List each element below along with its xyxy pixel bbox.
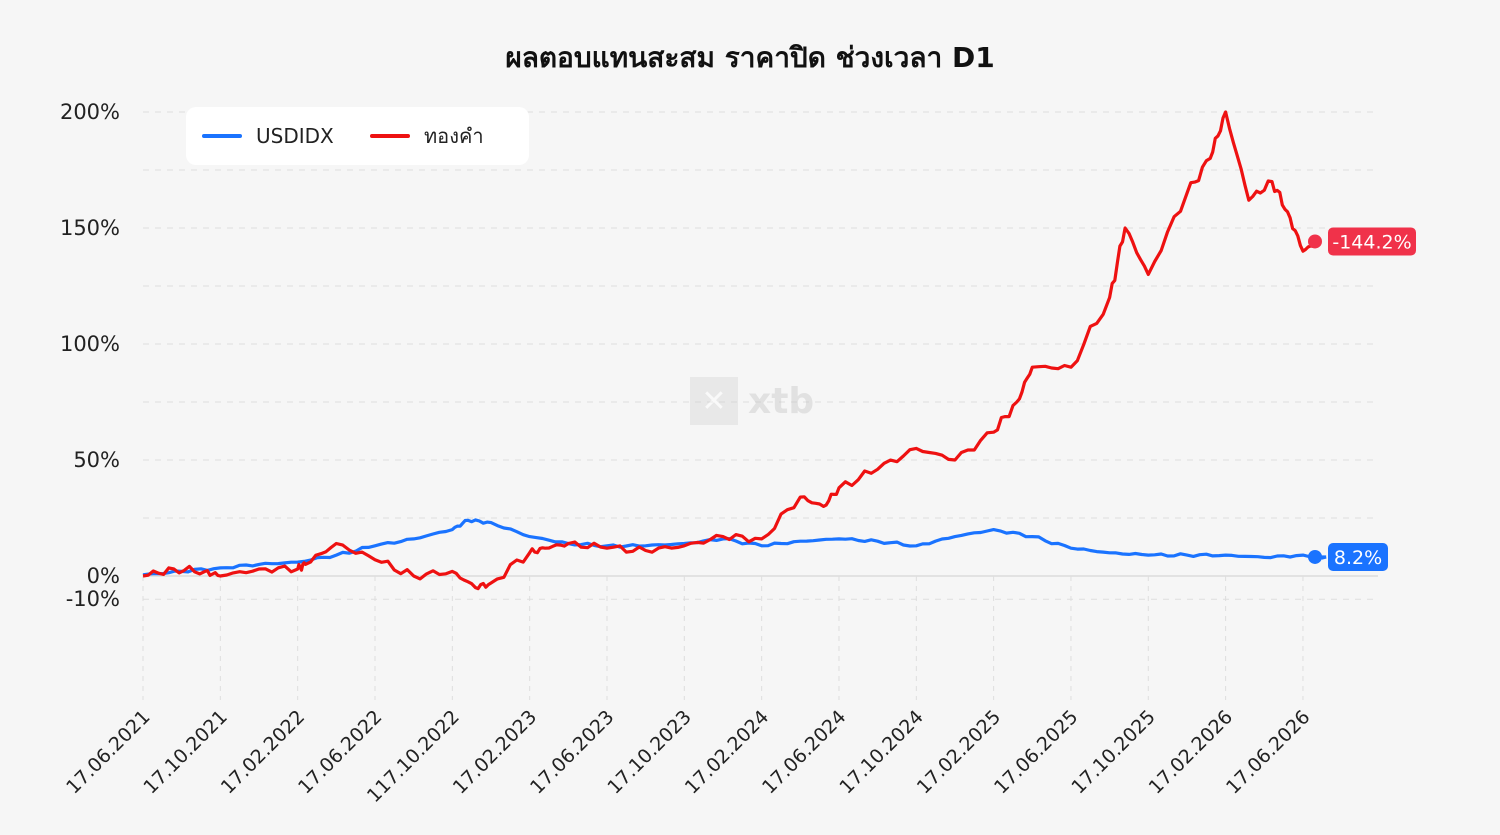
end-dot-gold: [1308, 234, 1322, 249]
chart-title: ผลตอบแทนสะสม ราคาปิด ช่วงเวลา D1: [505, 41, 995, 74]
legend-swatch-gold: [370, 134, 410, 138]
xtb-logo-icon: ✕: [690, 377, 738, 425]
y-tick-label: 100%: [60, 332, 120, 356]
grid-lines: [143, 111, 1378, 600]
y-tick-label: 200%: [60, 100, 120, 124]
series-line-usdidx: [142, 518, 1327, 577]
legend-item-gold[interactable]: ทองคำ: [370, 107, 484, 165]
end-dot-usdidx: [1308, 549, 1322, 564]
y-tick-label: 0%: [87, 564, 120, 588]
series-lines: [142, 110, 1327, 591]
y-axis-ticks: 200% 150% 100% 50% 0%-10%: [60, 100, 120, 611]
xtb-logo-text: xtb: [748, 380, 815, 422]
end-labels: 8.2% -144.2%: [1308, 227, 1416, 571]
end-label-gold: -144.2%: [1332, 231, 1411, 253]
y-tick-label: 150%: [60, 216, 120, 240]
y-tick-label: -10%: [66, 587, 120, 611]
end-label-bg-usdidx: [1328, 542, 1388, 571]
legend-label-gold: ทองคำ: [424, 124, 484, 148]
x-tick-label: 17.06.2026: [1222, 706, 1314, 798]
legend: USDIDX ทองคำ: [186, 107, 529, 165]
y-tick-label: 50%: [73, 448, 120, 472]
xtb-watermark: ✕ xtb: [690, 377, 814, 425]
legend-swatch-usdidx: [202, 134, 242, 138]
legend-label-usdidx: USDIDX: [256, 124, 334, 148]
end-label-usdidx: 8.2%: [1334, 547, 1382, 569]
end-label-bg-gold: [1328, 227, 1416, 256]
x-axis-ticks: 17.06.202117.10.202117.02.202217.06.2022…: [62, 576, 1314, 807]
legend-item-usdidx[interactable]: USDIDX: [202, 107, 334, 165]
series-line-gold: [142, 110, 1320, 591]
